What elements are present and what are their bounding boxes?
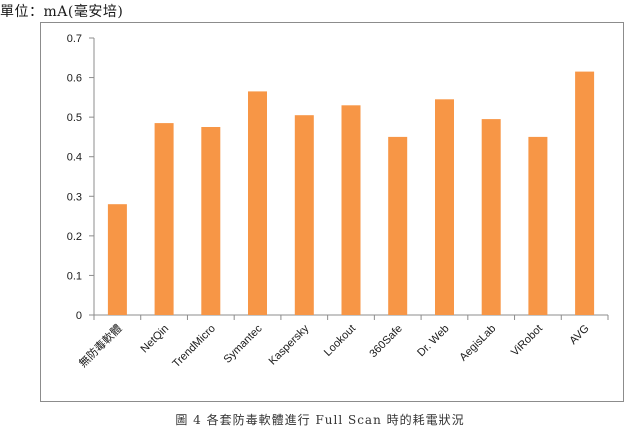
category-label: TrendMicro xyxy=(170,323,218,371)
y-tick-label: 0.4 xyxy=(67,152,82,164)
y-tick-label: 0.1 xyxy=(67,270,82,282)
bar-series xyxy=(107,71,595,316)
category-label: AVG xyxy=(567,323,591,347)
category-label: ViRobot xyxy=(509,323,545,359)
category-label: Dr. Web xyxy=(415,323,451,359)
bar-3 xyxy=(201,127,221,315)
bar-2 xyxy=(154,123,174,315)
bar-11 xyxy=(575,71,595,315)
bar-1 xyxy=(107,204,127,315)
bar-8 xyxy=(435,99,454,315)
category-label: AegisLab xyxy=(457,323,498,364)
category-label: Symantec xyxy=(222,322,265,365)
category-label: 360Safe xyxy=(367,323,404,360)
unit-label: 單位：mA(毫安培) xyxy=(0,4,124,20)
y-tick-label: 0.5 xyxy=(67,112,82,124)
y-tick-label: 0.7 xyxy=(67,33,82,45)
category-label: 無防毒軟體 xyxy=(76,321,125,370)
bar-9 xyxy=(481,119,501,315)
bar-7 xyxy=(388,136,408,315)
bar-10 xyxy=(528,136,548,315)
y-tick-labels: 0 0.1 0.2 0.3 0.4 0.5 0.6 0.7 xyxy=(67,33,82,322)
bar-6 xyxy=(341,105,361,315)
bar-4 xyxy=(248,91,267,316)
figure-caption: 圖 4 各套防毒軟體進行 Full Scan 時的耗電狀況 xyxy=(175,413,465,427)
bar-5 xyxy=(294,115,314,315)
y-tick-label: 0.2 xyxy=(67,231,82,243)
category-label: Kaspersky xyxy=(267,322,312,367)
y-tick-label: 0.3 xyxy=(67,191,82,203)
y-tick-label: 0 xyxy=(76,310,82,322)
chart-frame xyxy=(40,22,624,402)
category-label: Lookout xyxy=(322,323,358,359)
y-tick-label: 0.6 xyxy=(67,73,82,85)
category-labels: 無防毒軟體 NetQin TrendMicro Symantec Kaspersky Lo… xyxy=(76,321,592,370)
category-label: NetQin xyxy=(139,323,172,356)
